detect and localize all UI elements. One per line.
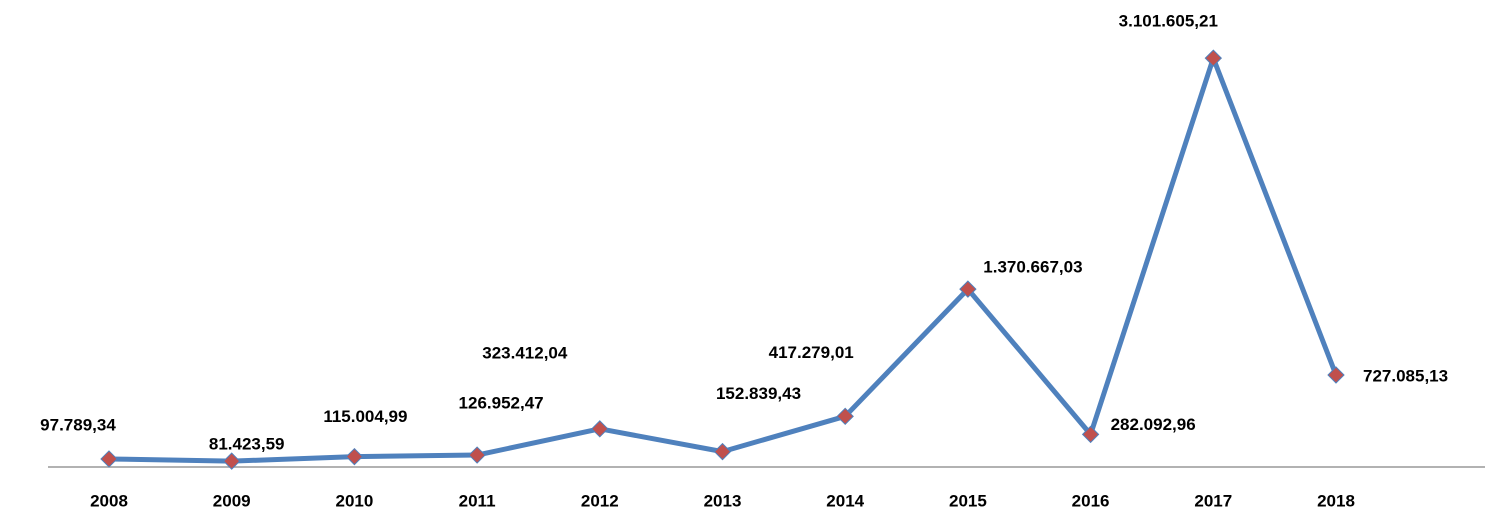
marker (100, 450, 118, 468)
x-tick-label: 2008 (90, 491, 128, 510)
marker (591, 420, 609, 438)
marker (345, 447, 364, 466)
data-label: 115.004,99 (323, 407, 407, 426)
x-tick-label: 2013 (704, 491, 742, 510)
data-label: 97.789,34 (40, 415, 116, 434)
marker (713, 442, 732, 461)
x-tick-label: 2018 (1317, 491, 1355, 510)
data-label: 81.423,59 (209, 435, 285, 454)
x-tick-label: 2017 (1194, 491, 1232, 510)
x-tick-label: 2011 (459, 491, 496, 510)
data-label: 282.092,96 (1111, 415, 1196, 434)
x-tick-label: 2016 (1072, 491, 1110, 510)
data-label: 727.085,13 (1363, 366, 1448, 385)
marker (1204, 49, 1223, 67)
x-tick-label: 2009 (213, 491, 251, 510)
data-label: 3.101.605,21 (1119, 12, 1218, 31)
marker (959, 280, 977, 298)
data-label: 152.839,43 (716, 384, 801, 403)
marker (468, 446, 486, 464)
x-tick-label: 2015 (949, 491, 987, 510)
data-label: 323.412,04 (482, 343, 568, 362)
data-label: 1.370.667,03 (983, 258, 1082, 277)
x-tick-label: 2012 (581, 491, 619, 510)
marker (222, 452, 241, 470)
data-label: 126.952,47 (459, 394, 544, 413)
x-tick-label: 2014 (826, 491, 864, 510)
x-tick-label: 2010 (335, 491, 373, 510)
marker (1327, 366, 1345, 384)
data-label: 417.279,01 (769, 343, 854, 362)
marker (1081, 425, 1100, 444)
marker (836, 407, 854, 426)
